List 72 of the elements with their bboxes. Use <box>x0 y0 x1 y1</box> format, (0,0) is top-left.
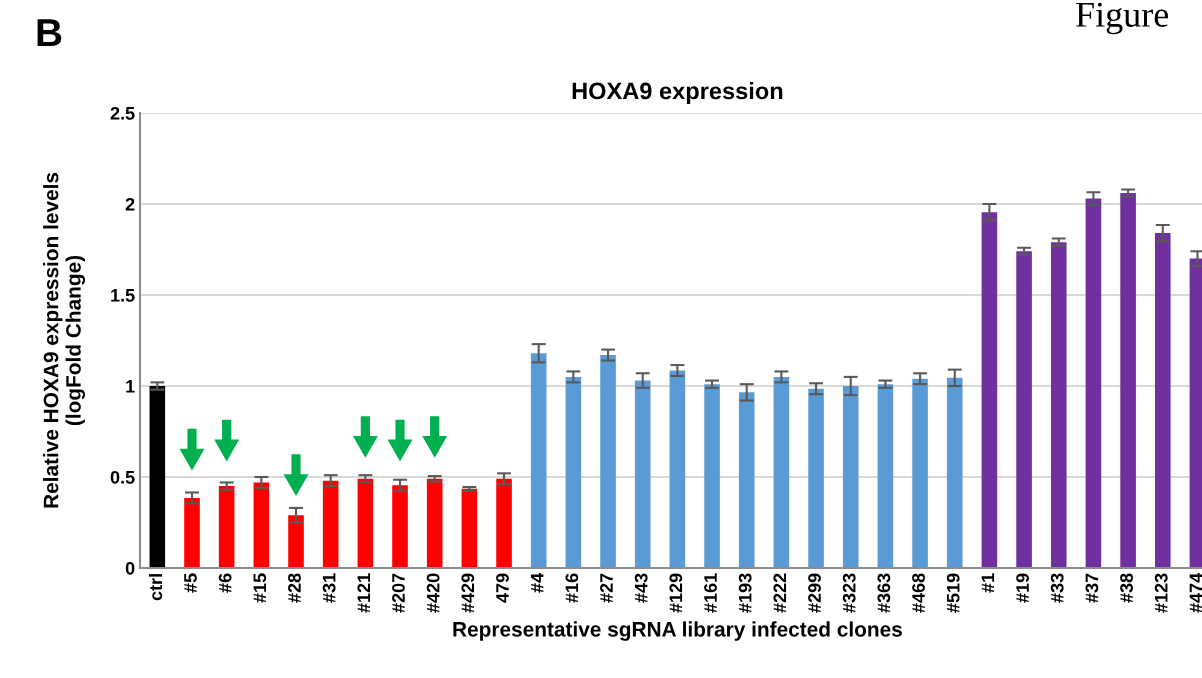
bar <box>426 478 443 568</box>
bar <box>1050 242 1067 568</box>
x-tick-label: #129 <box>669 573 683 613</box>
x-tick-label: #27 <box>600 573 613 603</box>
x-tick-label: #161 <box>704 573 717 613</box>
bar <box>461 488 478 568</box>
bar <box>842 386 859 568</box>
text: Figure <box>1076 2 1169 35</box>
bar <box>946 377 963 568</box>
x-tick-label: #4 <box>530 572 544 593</box>
x-tick-label: 479 <box>496 573 509 603</box>
bar <box>669 370 686 568</box>
y-tick-label: 0.5 <box>110 470 135 484</box>
y-tick-label: 1 <box>126 380 135 393</box>
bar <box>496 478 512 568</box>
bar <box>704 384 720 568</box>
x-tick-label: #15 <box>253 573 267 603</box>
x-tick-label: #468 <box>912 573 925 613</box>
bar <box>634 380 651 568</box>
text: B <box>37 19 62 47</box>
bar <box>392 485 408 568</box>
x-tick-label: #123 <box>1154 573 1168 613</box>
x-tick-label: #6 <box>218 573 232 593</box>
x-tick-label: #363 <box>877 573 891 613</box>
x-tick-label: #121 <box>357 573 371 613</box>
x-tick-label: #474 <box>1189 572 1202 613</box>
bar <box>1085 198 1102 568</box>
bar <box>218 486 235 568</box>
bar <box>253 482 270 568</box>
bar <box>738 392 755 568</box>
x-tick-label: #1 <box>981 573 995 593</box>
x-tick-label: #16 <box>565 573 579 603</box>
x-tick-label: #28 <box>288 573 301 603</box>
x-tick-label: #207 <box>392 573 405 613</box>
x-tick-label: #19 <box>1016 573 1029 603</box>
chart-title: HOXA9 expression <box>572 82 783 105</box>
y-tick-label: 2 <box>125 197 135 211</box>
bar <box>184 497 200 568</box>
y-tick-label: 2.5 <box>110 106 135 120</box>
bar <box>912 378 928 568</box>
x-tick-label: #193 <box>738 573 752 613</box>
x-tick-label: #37 <box>1085 573 1099 603</box>
x-tick-label: #33 <box>1050 573 1064 603</box>
x-tick-label: #31 <box>322 573 336 603</box>
bar <box>808 388 824 568</box>
x-axis-title: Representative sgRNA library infected clones <box>453 621 902 641</box>
y-axis-title: Relative HOXA9 expression levels (logFold Change) <box>43 172 86 508</box>
bar <box>981 212 998 568</box>
x-tick-label: #38 <box>1120 573 1133 603</box>
x-tick-label: #222 <box>773 573 787 613</box>
bar <box>288 515 304 568</box>
x-tick-label: ctrl <box>148 574 163 601</box>
y-tick-label: 1.5 <box>111 289 135 302</box>
bar <box>600 355 616 568</box>
x-tick-label: #519 <box>946 573 960 613</box>
bar <box>1016 251 1032 568</box>
bar <box>565 376 582 568</box>
bar <box>322 480 339 568</box>
bar <box>149 386 166 568</box>
x-tick-label: #299 <box>808 573 821 613</box>
bar <box>1154 233 1171 568</box>
bar <box>773 376 790 568</box>
bar <box>530 353 547 568</box>
x-tick-label: #420 <box>426 573 440 613</box>
y-tick-label: 0 <box>125 561 135 575</box>
bar <box>877 384 894 568</box>
bar <box>357 478 374 568</box>
x-tick-label: #5 <box>184 573 197 593</box>
x-tick-label: #429 <box>461 573 475 613</box>
x-tick-label: #323 <box>842 573 856 613</box>
bar <box>1120 193 1136 568</box>
x-tick-label: #43 <box>634 573 648 603</box>
